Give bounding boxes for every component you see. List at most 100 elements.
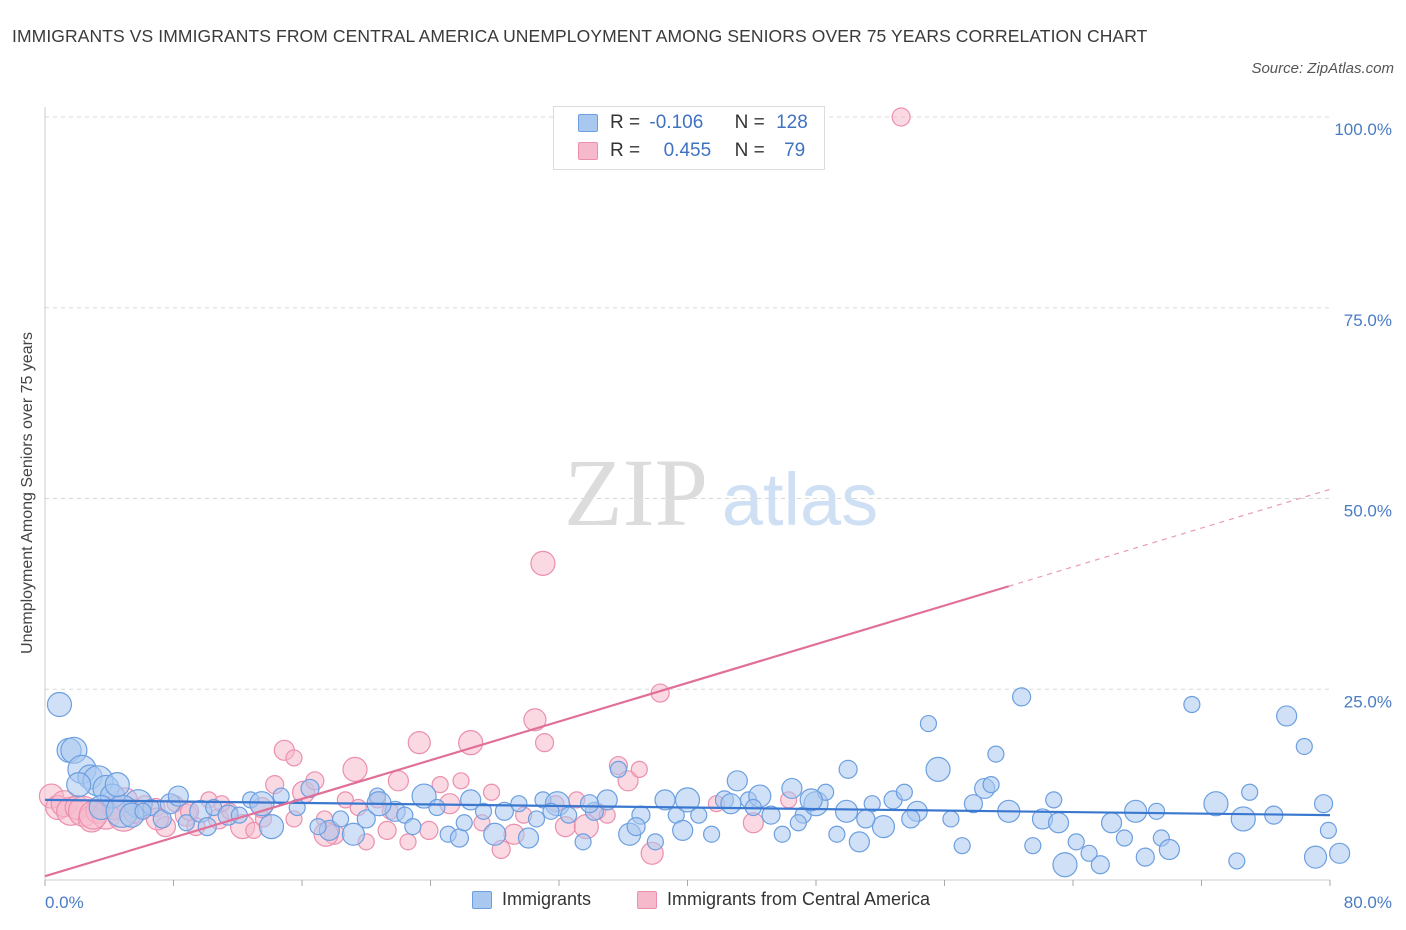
point-immigrants [134,802,152,820]
legend-n-label: N = [734,140,765,161]
point-immigrants [1024,837,1042,855]
trend-lines [44,488,1331,878]
point-immigrants [942,810,960,828]
trend-line-central-america-extension [1008,488,1331,587]
point-immigrants [702,825,721,843]
point-immigrants [838,759,858,779]
point-immigrants [1045,791,1063,809]
bottom-legend-immigrants: Immigrants [472,889,591,910]
tick-labels: 25.0% 50.0% 75.0% 100.0% 0.0% 80.0% [45,120,1392,912]
point-immigrants [761,805,781,825]
legend-r-label: R = [610,140,641,161]
point-immigrants [1135,847,1155,867]
bottom-legend-swatch-pink [637,891,657,910]
point-immigrants [1158,838,1180,861]
point-immigrants [690,806,708,824]
point-immigrants [856,809,876,829]
point-immigrants [1241,783,1259,801]
point-immigrants [404,817,422,836]
point-immigrants [987,745,1005,763]
point-central-america [399,833,417,851]
point-central-america [630,760,648,778]
y-tick-label: 100.0% [1334,120,1392,139]
legend-r-value: -0.106 [649,112,704,133]
point-immigrants [1276,705,1298,727]
bottom-legend-label: Immigrants [502,889,592,909]
point-immigrants [517,827,540,849]
legend-n-label: N = [734,112,765,133]
point-immigrants [919,714,938,733]
point-immigrants [1080,844,1098,862]
point-central-america [407,731,431,755]
point-immigrants [249,791,275,817]
legend-row-immigrants: R = -0.106 N = 128 [578,112,808,138]
point-immigrants [1147,802,1166,820]
trend-line-central-america [44,585,1010,878]
point-immigrants [773,825,791,843]
point-immigrants [626,816,646,837]
point-central-america [342,756,368,782]
legend-swatch-blue [578,113,598,132]
point-immigrants [1203,791,1229,817]
series-immigrants [46,687,1351,878]
point-immigrants [1228,852,1246,870]
point-central-america [285,749,303,767]
point-immigrants [828,825,846,843]
point-immigrants [863,795,881,813]
point-central-america [431,776,449,794]
legend-n-value: 79 [784,140,806,161]
point-central-america [523,708,547,732]
point-immigrants [574,833,592,851]
point-immigrants [925,756,951,782]
point-immigrants [474,802,493,820]
gridlines [45,116,1330,690]
point-immigrants [46,691,73,718]
point-immigrants [1319,821,1337,840]
point-immigrants [258,813,285,840]
point-immigrants [963,794,984,814]
trend-line-immigrants [44,798,1331,817]
source-label: Source: ZipAtlas.com [1251,60,1394,77]
bottom-legend-label: Immigrants from Central America [667,889,931,909]
point-immigrants [66,772,92,798]
point-immigrants [428,798,446,817]
point-central-america [419,820,439,841]
point-central-america [891,107,911,127]
point-immigrants [356,809,376,829]
point-immigrants [1303,845,1328,869]
point-immigrants [1313,794,1334,814]
point-immigrants [1183,695,1201,714]
legend-swatch-pink [578,141,598,160]
watermark-atlas: atlas [722,458,878,541]
legend-r-value: 0.455 [663,140,712,161]
point-immigrants [848,831,870,853]
point-immigrants [1230,806,1256,832]
point-immigrants [871,814,896,839]
point-immigrants [953,837,971,855]
point-immigrants [449,828,470,848]
point-immigrants [982,776,1000,794]
point-immigrants [789,814,807,832]
point-immigrants [672,819,694,842]
point-immigrants [341,822,365,846]
point-central-america [530,550,556,576]
bottom-legend-swatch-blue [472,891,492,910]
point-immigrants [901,809,921,829]
y-tick-label: 75.0% [1344,311,1392,330]
point-immigrants [455,814,473,832]
point-immigrants [579,794,600,814]
watermark-zip: ZIP [564,439,708,546]
legend-r-label: R = [610,112,641,133]
y-tick-label: 25.0% [1344,692,1392,711]
legend-n-value: 128 [776,112,808,133]
point-immigrants [483,822,507,846]
y-tick-label: 50.0% [1344,502,1392,521]
point-central-america [458,730,484,756]
point-immigrants [1047,812,1070,834]
point-immigrants [646,833,664,851]
point-immigrants [411,783,437,809]
point-immigrants [895,783,913,801]
point-immigrants [542,802,560,820]
point-immigrants [309,817,327,836]
